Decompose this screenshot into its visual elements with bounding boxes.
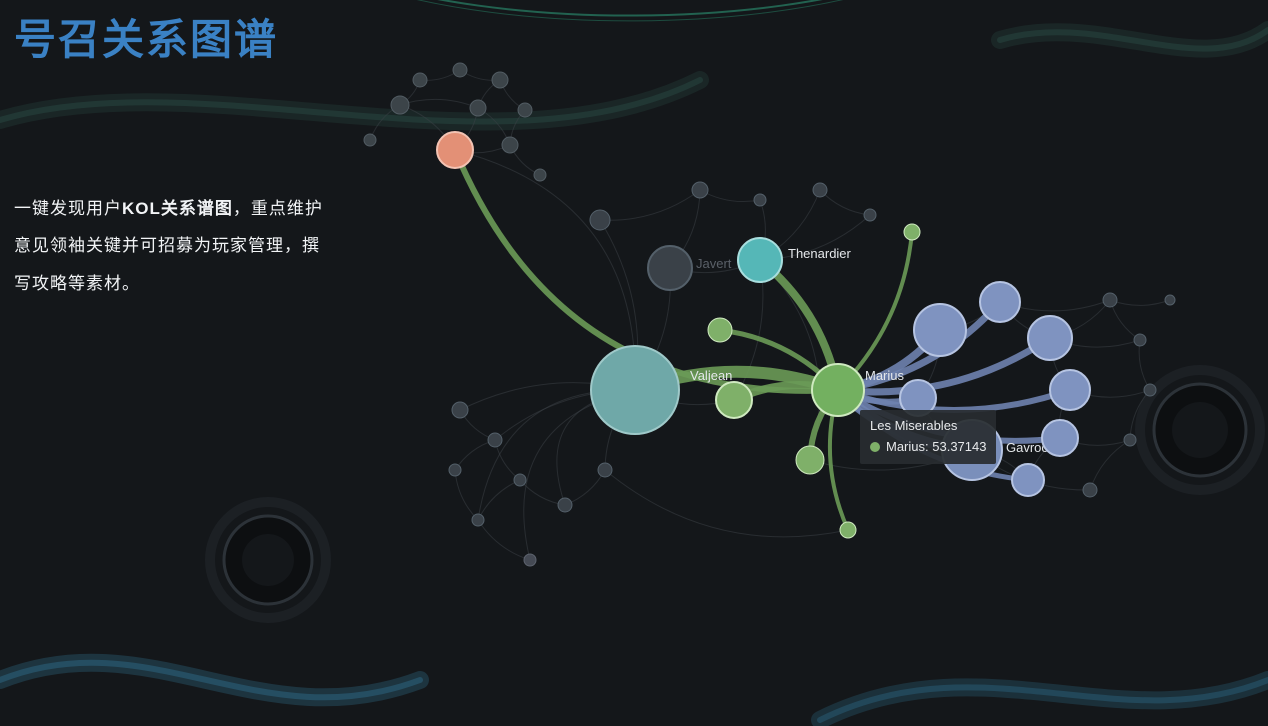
- graph-node-h5[interactable]: [1083, 483, 1097, 497]
- graph-node-d9[interactable]: [364, 134, 376, 146]
- tooltip-series-dot: [870, 442, 880, 452]
- graph-node-e1[interactable]: [590, 210, 610, 230]
- graph-node-thenardier[interactable]: [738, 238, 782, 282]
- graph-node-b1[interactable]: [914, 304, 966, 356]
- graph-node-label-valjean: Valjean: [690, 368, 732, 383]
- graph-node-eponine[interactable]: [796, 446, 824, 474]
- graph-node-f8[interactable]: [598, 463, 612, 477]
- graph-node-f1[interactable]: [452, 402, 468, 418]
- graph-node-b2[interactable]: [980, 282, 1020, 322]
- graph-node-d2[interactable]: [413, 73, 427, 87]
- graph-node-h1[interactable]: [1103, 293, 1117, 307]
- graph-node-h3[interactable]: [1144, 384, 1156, 396]
- graph-node-d1[interactable]: [391, 96, 409, 114]
- graph-node-d8[interactable]: [534, 169, 546, 181]
- graph-node-f2[interactable]: [488, 433, 502, 447]
- description-text: 一键发现用户KOL关系谱图，重点维护意见领袖关键并可招募为玩家管理，撰写攻略等素…: [14, 190, 334, 302]
- graph-node-g1[interactable]: [904, 224, 920, 240]
- graph-node-f5[interactable]: [472, 514, 484, 526]
- graph-node-mme_th[interactable]: [708, 318, 732, 342]
- graph-node-h2[interactable]: [1134, 334, 1146, 346]
- graph-node-javert[interactable]: [648, 246, 692, 290]
- page-title: 号召关系图谱: [14, 6, 278, 67]
- graph-node-cosette[interactable]: [716, 382, 752, 418]
- tooltip-title: Les Miserables: [870, 416, 986, 437]
- graph-node-f4[interactable]: [514, 474, 526, 486]
- graph-node-label-marius: Marius: [865, 368, 905, 383]
- graph-node-b5[interactable]: [1042, 420, 1078, 456]
- desc-bold: KOL关系谱图: [122, 199, 233, 218]
- graph-node-d7[interactable]: [470, 100, 486, 116]
- graph-node-marius[interactable]: [812, 364, 864, 416]
- graph-node-label-javert: Javert: [696, 256, 732, 271]
- graph-node-valjean[interactable]: [591, 346, 679, 434]
- graph-node-h6[interactable]: [1165, 295, 1175, 305]
- graph-node-b3[interactable]: [1028, 316, 1072, 360]
- graph-node-label-thenardier: Thenardier: [788, 246, 852, 261]
- graph-node-f3[interactable]: [449, 464, 461, 476]
- graph-tooltip: Les Miserables Marius: 53.37143: [860, 410, 996, 464]
- graph-node-fantine[interactable]: [437, 132, 473, 168]
- graph-node-d4[interactable]: [492, 72, 508, 88]
- tooltip-value: 53.37143: [932, 439, 986, 454]
- graph-node-b6[interactable]: [1012, 464, 1044, 496]
- graph-node-f7[interactable]: [558, 498, 572, 512]
- graph-node-d3[interactable]: [453, 63, 467, 77]
- graph-node-b4[interactable]: [1050, 370, 1090, 410]
- graph-node-e4[interactable]: [813, 183, 827, 197]
- graph-node-h4[interactable]: [1124, 434, 1136, 446]
- desc-pre: 一键发现用户: [14, 199, 122, 218]
- graph-node-f6[interactable]: [524, 554, 536, 566]
- tooltip-label: Marius: [886, 439, 925, 454]
- graph-node-g2[interactable]: [840, 522, 856, 538]
- graph-node-d5[interactable]: [518, 103, 532, 117]
- graph-node-e3[interactable]: [754, 194, 766, 206]
- graph-node-e5[interactable]: [864, 209, 876, 221]
- relationship-graph[interactable]: ValjeanMariusThenardierJavertGavroche: [0, 0, 1268, 726]
- graph-node-e2[interactable]: [692, 182, 708, 198]
- graph-node-d6[interactable]: [502, 137, 518, 153]
